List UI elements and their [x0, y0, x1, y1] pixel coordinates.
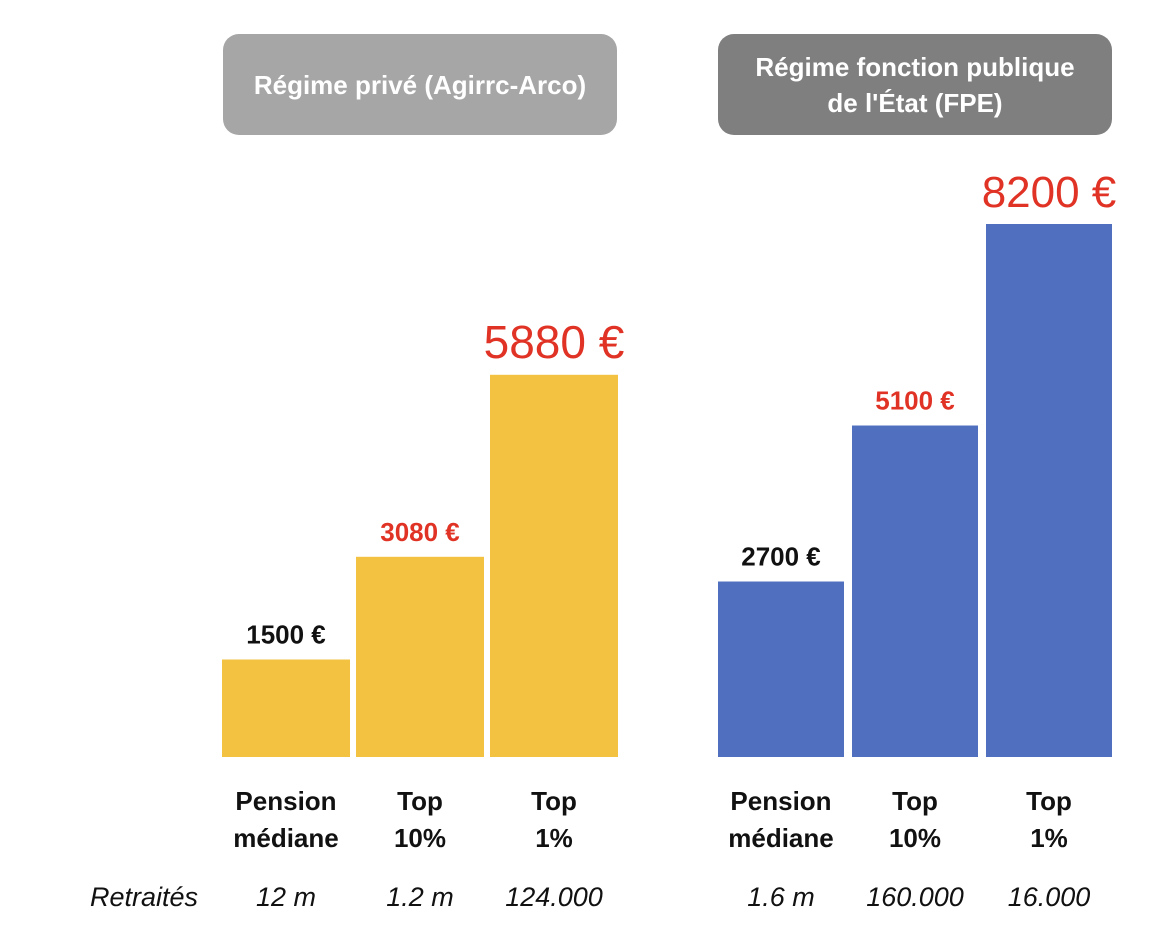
- retraites-value: 1.2 m: [386, 882, 454, 912]
- bar-fpe-2: [852, 425, 978, 757]
- header-regime-fpe: Régime fonction publique de l'État (FPE): [718, 34, 1112, 135]
- bar-fpe-1: [718, 581, 844, 757]
- retraites-value: 12 m: [256, 882, 316, 912]
- category-label: Top 1%: [531, 786, 577, 853]
- value-label: 5100 €: [875, 386, 955, 416]
- value-label: 2700 €: [741, 542, 821, 572]
- retraites-value: 16.000: [1008, 882, 1091, 912]
- category-label: Pension médiane: [728, 786, 834, 853]
- bar-prive-3: [490, 374, 618, 757]
- category-label: Pension médiane: [233, 786, 339, 853]
- bar-prive-1: [222, 659, 350, 757]
- category-label: Top 1%: [1026, 786, 1072, 853]
- bar-fpe-3: [986, 224, 1112, 757]
- value-label: 8200 €: [982, 168, 1117, 217]
- retraites-value: 124.000: [505, 882, 603, 912]
- bar-prive-2: [356, 556, 484, 757]
- retraites-row-label: Retraités: [90, 882, 198, 912]
- category-label: Top 10%: [889, 786, 941, 853]
- retraites-value: 160.000: [866, 882, 964, 912]
- header-regime-prive: Régime privé (Agirrc-Arco): [223, 34, 617, 135]
- value-label: 1500 €: [246, 620, 326, 650]
- value-label: 5880 €: [484, 316, 625, 368]
- value-label: 3080 €: [380, 517, 460, 547]
- retraites-value: 1.6 m: [747, 882, 815, 912]
- category-label: Top 10%: [394, 786, 446, 853]
